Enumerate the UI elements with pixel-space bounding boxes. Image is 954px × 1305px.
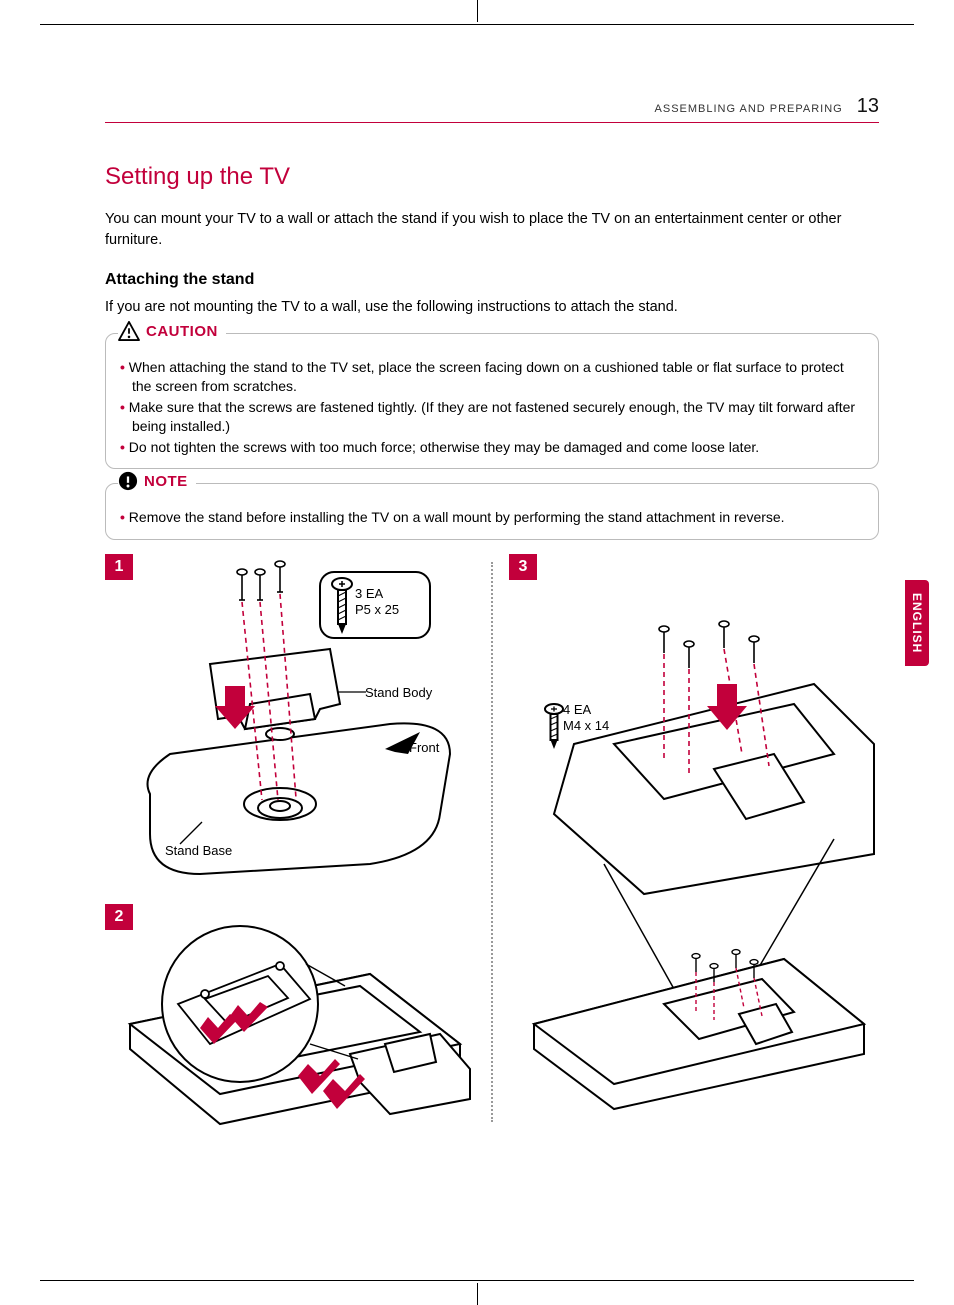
note-label: NOTE bbox=[144, 473, 188, 490]
caution-item: When attaching the stand to the TV set, … bbox=[120, 358, 864, 396]
stand-base-label: Stand Base bbox=[165, 843, 232, 858]
front-label: Front bbox=[409, 740, 439, 755]
note-header: NOTE bbox=[118, 471, 196, 491]
info-icon bbox=[118, 471, 138, 491]
intro-text: You can mount your TV to a wall or attac… bbox=[105, 209, 879, 251]
warning-icon bbox=[118, 321, 140, 341]
trim-top-tick bbox=[477, 0, 478, 22]
sub-intro-text: If you are not mounting the TV to a wall… bbox=[105, 299, 879, 315]
page-header: ASSEMBLING AND PREPARING 13 bbox=[105, 95, 879, 123]
step1-diagram bbox=[105, 554, 475, 894]
screw1-size: P5 x 25 bbox=[355, 602, 399, 618]
diagram-right-column: 3 bbox=[493, 554, 879, 1134]
caution-label: CAUTION bbox=[146, 323, 218, 340]
step-badge-1: 1 bbox=[105, 554, 133, 580]
section-label: ASSEMBLING AND PREPARING bbox=[655, 103, 843, 115]
step-badge-2: 2 bbox=[105, 904, 133, 930]
page-title: Setting up the TV bbox=[105, 163, 879, 191]
diagram-left-column: 1 bbox=[105, 554, 491, 1134]
screw1-qty: 3 EA bbox=[355, 586, 383, 602]
step3-panel: 3 bbox=[509, 554, 879, 1114]
caution-list: When attaching the stand to the TV set, … bbox=[120, 358, 864, 456]
caution-header: CAUTION bbox=[118, 321, 226, 341]
page-frame: ASSEMBLING AND PREPARING 13 Setting up t… bbox=[40, 24, 914, 1281]
page-number: 13 bbox=[857, 95, 879, 118]
screw2-qty: 4 EA bbox=[563, 702, 591, 717]
step3-diagram bbox=[509, 554, 879, 1114]
diagram-row: 1 bbox=[105, 554, 879, 1134]
stand-body-label: Stand Body bbox=[365, 685, 432, 700]
trim-bottom-tick bbox=[477, 1283, 478, 1305]
subtitle: Attaching the stand bbox=[105, 271, 879, 289]
note-item: Remove the stand before installing the T… bbox=[120, 508, 864, 527]
caution-item: Do not tighten the screws with too much … bbox=[120, 438, 864, 457]
note-list: Remove the stand before installing the T… bbox=[120, 508, 864, 527]
note-box: NOTE Remove the stand before installing … bbox=[105, 483, 879, 540]
screw2-size: M4 x 14 bbox=[563, 718, 609, 733]
step2-panel: 2 bbox=[105, 904, 475, 1134]
caution-item: Make sure that the screws are fastened t… bbox=[120, 398, 864, 436]
step-badge-3: 3 bbox=[509, 554, 537, 580]
step2-diagram bbox=[105, 904, 475, 1134]
caution-box: CAUTION When attaching the stand to the … bbox=[105, 333, 879, 469]
step1-panel: 1 bbox=[105, 554, 475, 894]
